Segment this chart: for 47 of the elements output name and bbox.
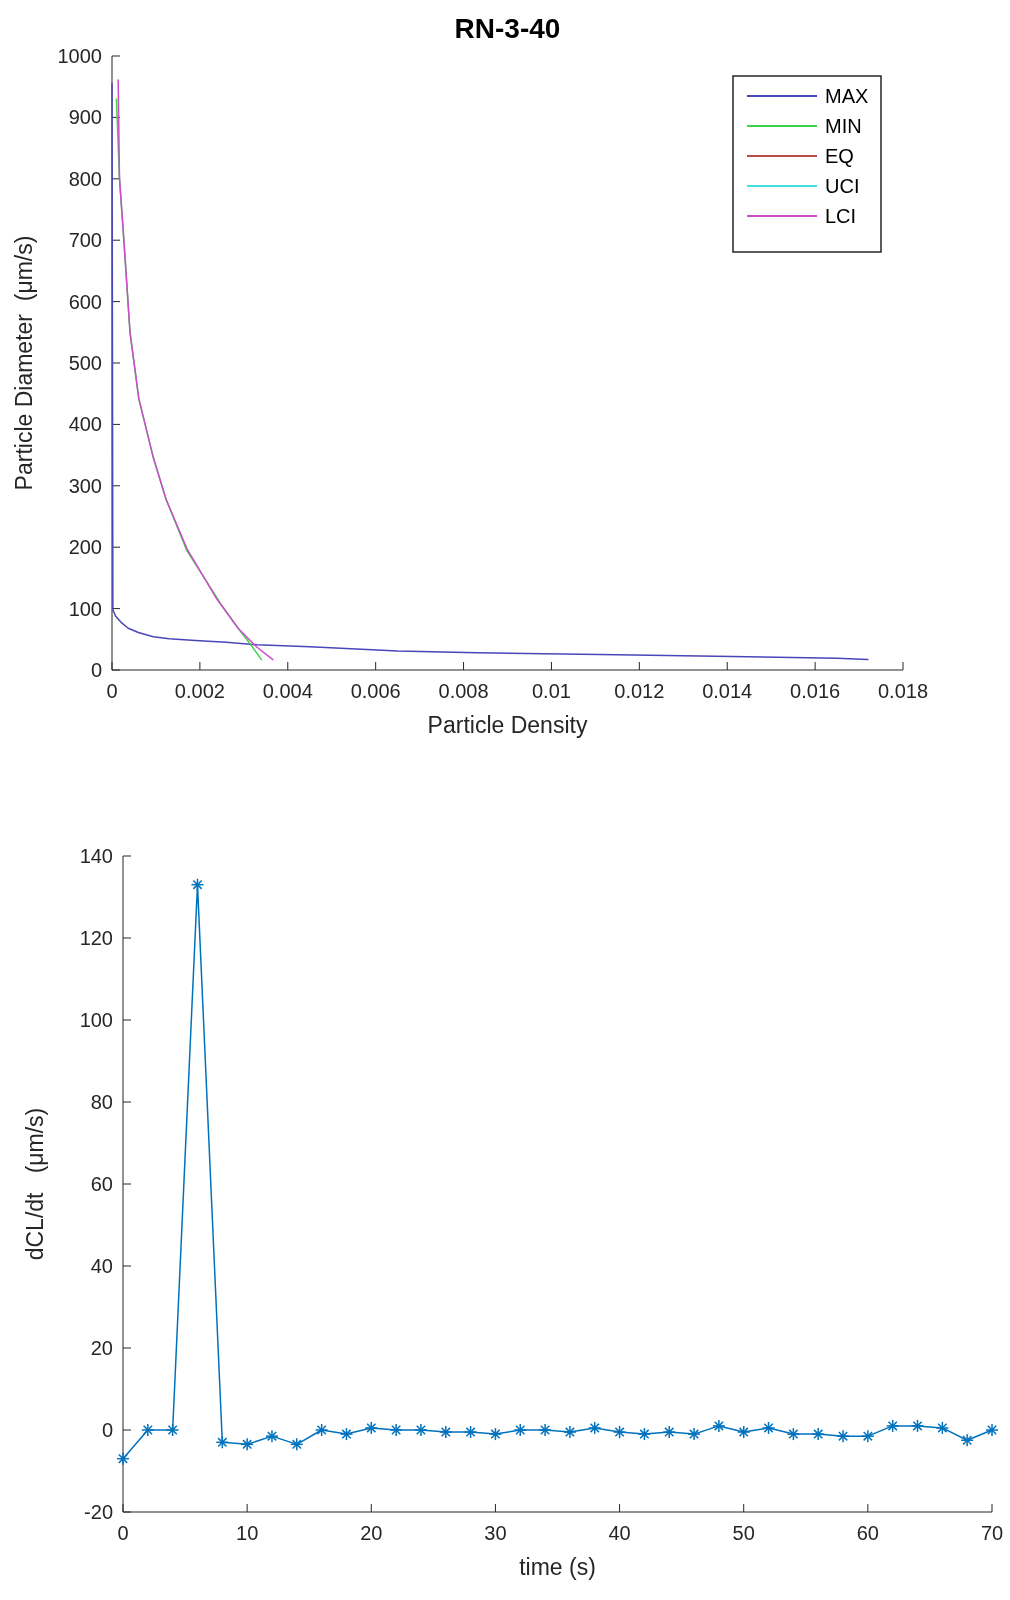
x-tick-label: 0.01	[531, 680, 571, 702]
legend-label: EQ	[825, 145, 854, 167]
y-tick-label: 120	[79, 927, 113, 949]
y-tick-label: 200	[68, 536, 102, 559]
y-tick-label: 140	[79, 845, 113, 867]
y-axis-title: dCL/dt (μm/s)	[22, 1107, 48, 1261]
x-tick-label: 10	[236, 1522, 259, 1544]
y-tick-label: 0	[101, 1419, 113, 1441]
x-tick-label: 0.004	[262, 680, 313, 702]
y-tick-label: -20	[84, 1501, 113, 1523]
x-axis-title: Particle Density	[427, 712, 588, 738]
legend-label: LCI	[825, 205, 857, 227]
legend-label: MAX	[825, 85, 869, 107]
y-tick-label: 800	[68, 167, 102, 190]
legend-label: UCI	[825, 175, 860, 197]
x-tick-label: 0.012	[614, 680, 665, 702]
x-tick-label: 0.016	[790, 680, 841, 702]
x-tick-label: 0.018	[877, 680, 929, 702]
x-tick-label: 50	[732, 1522, 755, 1544]
y-tick-label: 600	[68, 290, 102, 313]
y-tick-label: 400	[68, 413, 102, 436]
y-tick-label: 0	[90, 659, 102, 681]
y-tick-label: 60	[90, 1173, 113, 1195]
x-tick-label: 0	[117, 1522, 129, 1544]
x-tick-label: 0.014	[702, 680, 753, 702]
x-tick-label: 70	[980, 1522, 1004, 1544]
y-tick-label: 1000	[57, 45, 102, 67]
x-tick-label: 30	[484, 1522, 507, 1544]
y-tick-label: 40	[90, 1255, 113, 1277]
y-tick-label: 100	[68, 597, 102, 620]
y-tick-label: 100	[79, 1009, 113, 1031]
y-tick-label: 300	[68, 474, 102, 497]
x-tick-label: 60	[856, 1522, 879, 1544]
y-tick-label: 80	[90, 1091, 113, 1113]
x-tick-label: 0.008	[438, 680, 489, 702]
x-axis-title: time (s)	[519, 1554, 596, 1580]
chart-title: RN-3-40	[454, 13, 561, 44]
x-tick-label: 20	[360, 1522, 383, 1544]
legend-label: MIN	[825, 115, 862, 137]
y-tick-label: 700	[68, 229, 102, 252]
y-tick-label: 500	[68, 352, 102, 374]
x-tick-label: 0.002	[174, 680, 225, 702]
x-tick-label: 0.006	[350, 680, 401, 702]
y-tick-label: 900	[68, 106, 102, 129]
y-tick-label: 20	[90, 1337, 113, 1359]
x-tick-label: 40	[608, 1522, 631, 1544]
y-axis-title: Particle Diameter (μm/s)	[11, 235, 37, 491]
